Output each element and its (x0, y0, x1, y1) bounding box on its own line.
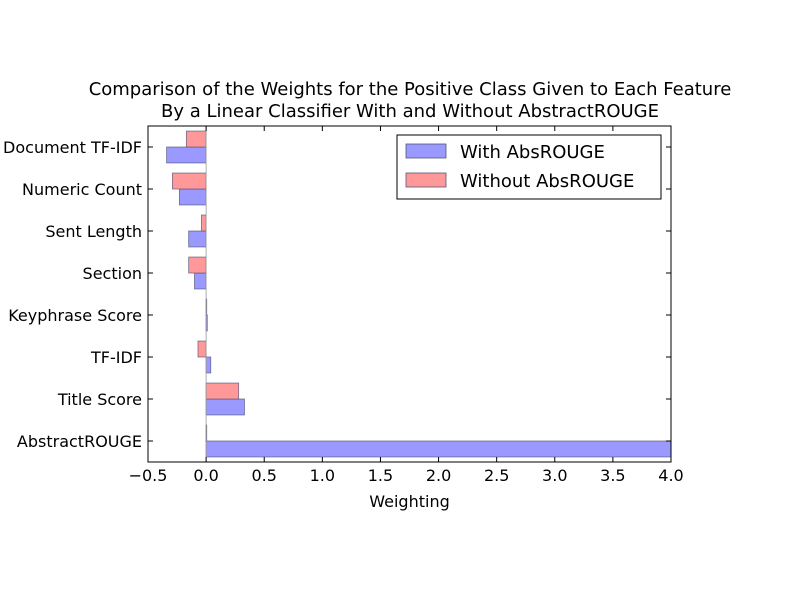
x-tick-label-9: 4.0 (658, 466, 683, 485)
legend-swatch-0 (405, 143, 447, 159)
y-tick-label-3: Section (83, 264, 142, 283)
plot-frame (147, 125, 672, 463)
x-axis-label: Weighting (369, 492, 449, 511)
bar-without-6 (205, 382, 240, 400)
y-tick-label-6: Title Score (57, 390, 142, 409)
y-tick-label-7: AbstractROUGE (17, 432, 142, 451)
bar-with-3 (194, 272, 207, 290)
bar-with-2 (188, 230, 207, 248)
bar-without-2 (201, 214, 207, 232)
bar-with-0 (166, 146, 207, 164)
y-tick-label-4: Keyphrase Score (8, 306, 142, 325)
x-tick-label-4: 1.5 (368, 466, 393, 485)
bar-without-3 (188, 256, 207, 274)
chart-subtitle: By a Linear Classifier With and Without … (160, 101, 659, 122)
chart-title: Comparison of the Weights for the Positi… (88, 79, 732, 100)
bars-group (166, 130, 672, 458)
x-tick-label-3: 1.0 (310, 466, 335, 485)
x-tick-label-7: 3.0 (542, 466, 567, 485)
legend-swatch-1 (405, 172, 447, 188)
x-tick-label-5: 2.0 (426, 466, 451, 485)
y-tick-label-5: TF-IDF (90, 348, 142, 367)
bar-without-1 (172, 172, 207, 190)
bar-without-0 (185, 130, 207, 148)
legend-label-0: With AbsROUGE (460, 142, 605, 163)
x-tick-label-6: 2.5 (484, 466, 509, 485)
bar-without-5 (197, 340, 207, 358)
x-axis-ticks: −0.5 0.0 0.5 1.0 1.5 2.0 2.5 3.0 3.5 4.0 (129, 126, 684, 485)
y-tick-label-0: Document TF-IDF (3, 138, 142, 157)
x-tick-label-8: 3.5 (600, 466, 625, 485)
x-tick-label-1: 0.0 (193, 466, 218, 485)
y-tick-label-2: Sent Length (45, 222, 142, 241)
bar-with-5 (205, 356, 212, 374)
x-tick-label-2: 0.5 (251, 466, 276, 485)
bar-with-7 (205, 440, 672, 458)
bar-with-6 (205, 398, 245, 416)
legend: With AbsROUGE Without AbsROUGE (396, 134, 662, 200)
x-tick-label-0: −0.5 (129, 466, 168, 485)
y-tick-label-1: Numeric Count (22, 180, 142, 199)
y-axis-ticks: Document TF-IDF Numeric Count Sent Length S… (3, 138, 671, 451)
bar-with-1 (178, 188, 207, 206)
legend-label-1: Without AbsROUGE (460, 171, 634, 192)
